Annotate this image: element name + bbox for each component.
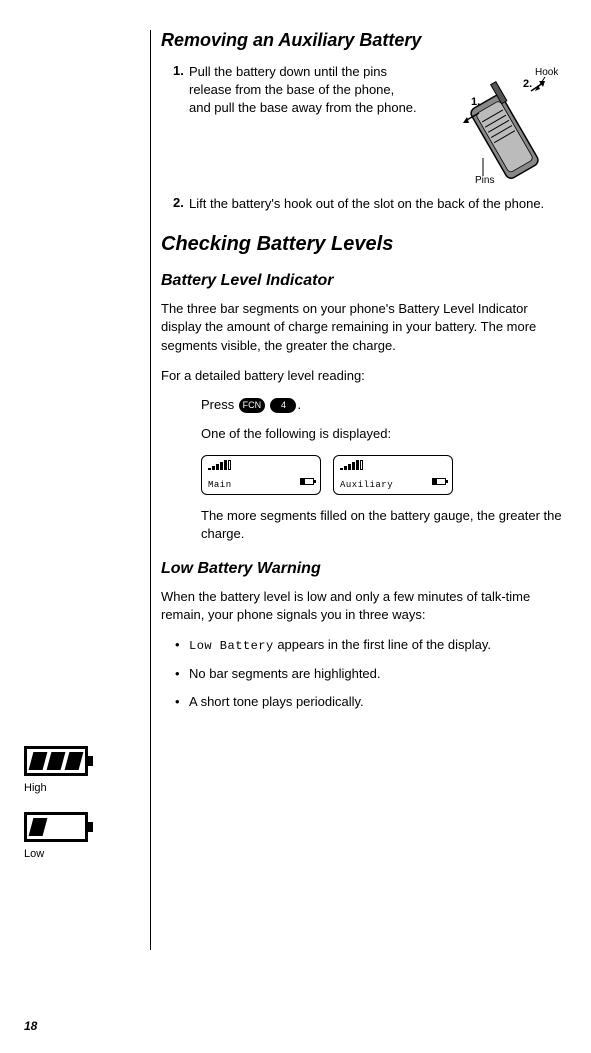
- step-1-num: 1.: [161, 63, 189, 183]
- indicator-p3: One of the following is displayed:: [201, 425, 567, 443]
- press-period: .: [297, 397, 301, 412]
- bullet-2: • No bar segments are highlighted.: [161, 665, 567, 683]
- sidebar-battery-high: High Low: [24, 746, 144, 878]
- display-aux-batt-icon: [432, 478, 446, 489]
- lowbatt-p1: When the battery level is low and only a…: [161, 588, 567, 624]
- bullet-2-text: No bar segments are highlighted.: [189, 665, 567, 683]
- section-removing-title: Removing an Auxiliary Battery: [161, 30, 567, 51]
- hook-label: Hook: [535, 67, 559, 78]
- bullet-1-text: Low Battery appears in the first line of…: [189, 636, 567, 655]
- page-number: 18: [24, 1019, 37, 1033]
- section-lowbatt-title: Low Battery Warning: [161, 560, 567, 578]
- press-instruction: Press FCN 4.: [201, 397, 567, 413]
- bullet-dot: •: [161, 693, 189, 711]
- signal-bars-icon: [208, 460, 314, 470]
- press-label: Press: [201, 397, 234, 412]
- bullet-dot: •: [161, 636, 189, 655]
- bullet-3-text: A short tone plays periodically.: [189, 693, 567, 711]
- key-4: 4: [270, 398, 296, 413]
- battery-low-icon: [24, 812, 88, 842]
- pins-label: Pins: [475, 175, 494, 183]
- display-main-label: Main: [208, 480, 232, 490]
- signal-bars-icon: [340, 460, 446, 470]
- high-label: High: [24, 782, 144, 794]
- step-2-text: Lift the battery's hook out of the slot …: [189, 195, 567, 213]
- display-main: Main: [201, 455, 321, 495]
- indicator-p1: The three bar segments on your phone's B…: [161, 300, 567, 355]
- display-aux-label: Auxiliary: [340, 480, 393, 490]
- display-examples: Main Auxiliary: [201, 455, 567, 495]
- display-aux: Auxiliary: [333, 455, 453, 495]
- display-main-batt-icon: [300, 478, 314, 489]
- bullet-dot: •: [161, 665, 189, 683]
- fig-step1-label: 1.: [471, 96, 480, 108]
- indicator-p4: The more segments filled on the battery …: [201, 507, 567, 543]
- step-1-row: 1. Pull the battery down until the pins …: [161, 63, 567, 183]
- battery-high-icon: [24, 746, 88, 776]
- step-2-row: 2. Lift the battery's hook out of the sl…: [161, 195, 567, 213]
- section-indicator-title: Battery Level Indicator: [161, 272, 567, 290]
- section-checking-title: Checking Battery Levels: [161, 233, 567, 256]
- low-battery-lcd: Low Battery: [189, 639, 274, 653]
- bullet-1-post: appears in the first line of the display…: [274, 637, 491, 652]
- fcn-key: FCN: [239, 398, 265, 413]
- step-1-text: Pull the battery down until the pins rel…: [189, 63, 419, 183]
- fig-step2-label: 2.: [523, 78, 532, 90]
- bullet-1: • Low Battery appears in the first line …: [161, 636, 567, 655]
- bullet-3: • A short tone plays periodically.: [161, 693, 567, 711]
- step-2-num: 2.: [161, 195, 189, 213]
- low-label: Low: [24, 848, 144, 860]
- indicator-p2: For a detailed battery level reading:: [161, 367, 567, 385]
- phone-diagram: Hook 2. 1. Pins: [427, 63, 567, 183]
- main-content: Removing an Auxiliary Battery 1. Pull th…: [150, 30, 567, 950]
